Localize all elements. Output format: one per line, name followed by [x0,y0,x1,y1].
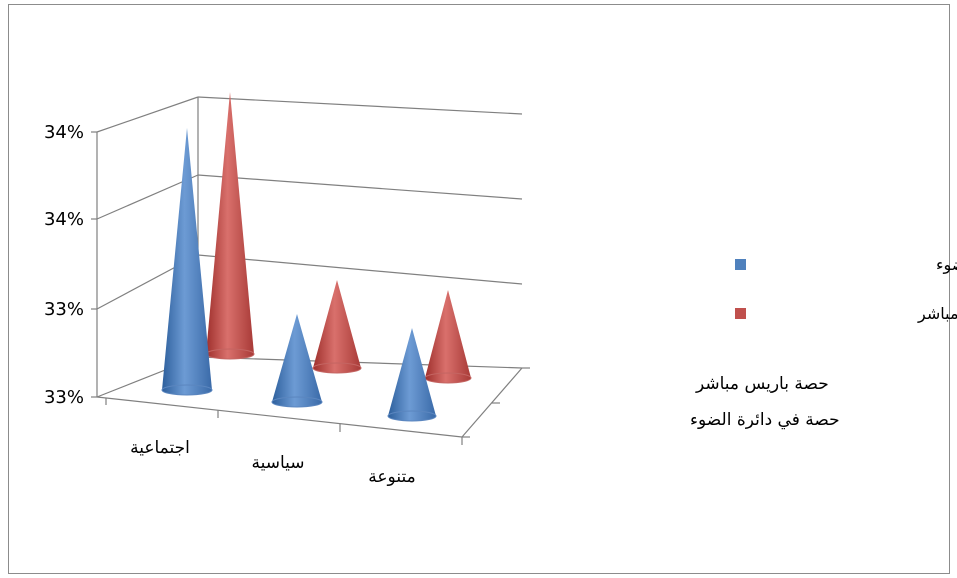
cone-series1-0 [161,128,213,396]
category-label: سياسية [251,453,304,473]
chart-axes [91,96,530,445]
legend-entry: حصة باريس مباشر [735,304,957,324]
cones [161,92,472,422]
y-tick-label: 34% [44,209,84,230]
y-tick-labels: 34% 34% 33% 33% [44,122,84,408]
cone-series2-0 [205,92,255,360]
wall-top-left [96,96,199,133]
cone-series1-2 [387,328,437,422]
cone-body [425,290,471,383]
cone-body [272,314,322,407]
y-tick-label: 33% [44,299,84,320]
y-tick-label: 34% [44,122,84,143]
cone-base [387,410,437,422]
gridline [197,174,523,200]
cone-base [312,362,362,374]
gridline [96,174,199,220]
y-tick-label: 33% [44,387,84,408]
depth-label: حصة باريس مباشر [695,374,829,394]
legend-entry: حصة في دائرة الضوء [735,255,957,275]
depth-label: حصة في دائرة الضوء [690,410,840,430]
cone-body [313,280,361,373]
cone-body [388,328,436,421]
cone-body [206,92,254,359]
chart-frame [8,4,950,574]
category-label: اجتماعية [130,438,190,458]
category-labels: اجتماعية سياسية متنوعة [130,438,416,487]
depth-labels: حصة باريس مباشر حصة في دائرة الضوء [690,374,840,430]
cone-series1-1 [271,314,323,408]
gridline [197,96,523,115]
legend-label: حصة باريس مباشر [917,304,957,324]
cone-base [271,396,323,408]
cone-base [161,384,213,396]
cone-body [162,128,212,395]
legend: حصة في دائرة الضوء حصة باريس مباشر [735,255,957,324]
gridline [197,254,523,285]
legend-swatch [735,308,746,319]
legend-swatch [735,259,746,270]
legend-label: حصة في دائرة الضوء [936,255,957,275]
x-axis-line [96,396,463,438]
category-label: متنوعة [368,467,415,487]
cone-series2-2 [424,290,472,384]
cone-series2-1 [312,280,362,374]
gridline [197,356,523,369]
